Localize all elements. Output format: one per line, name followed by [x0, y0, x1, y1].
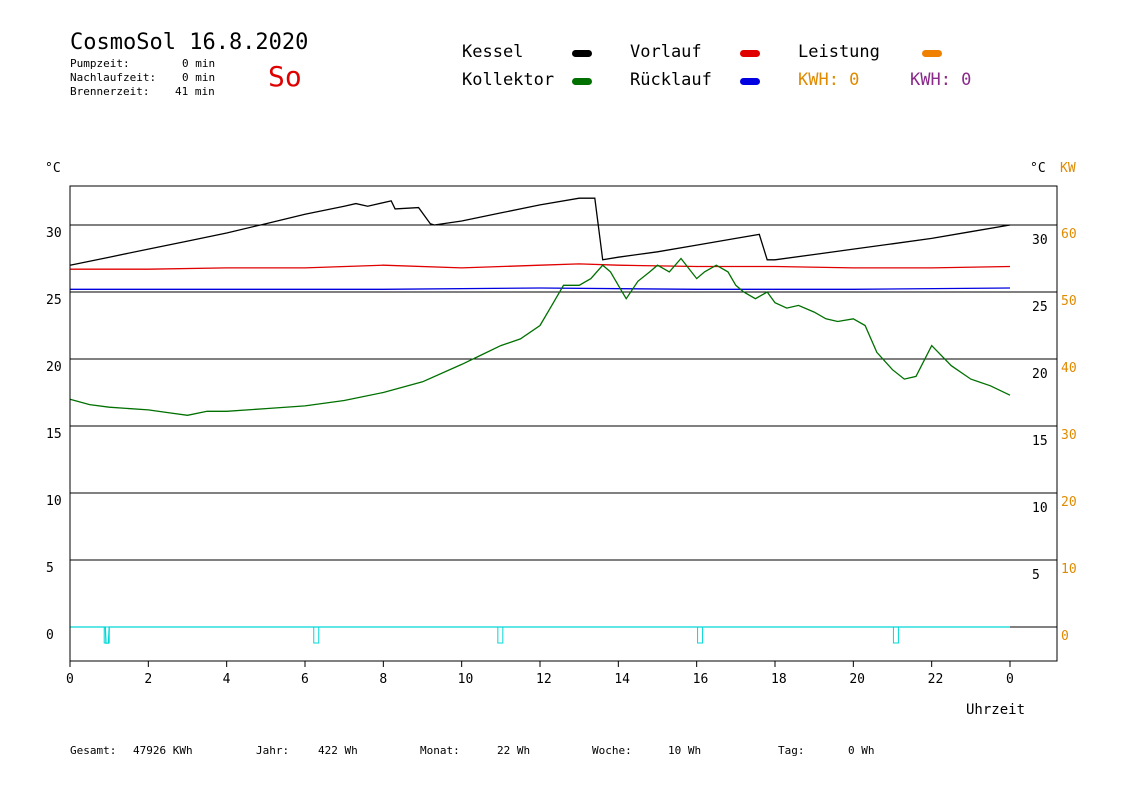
y-axis-unit-kw: KW: [1060, 161, 1076, 176]
footer-gesamt-label: Gesamt:: [70, 744, 117, 757]
y-tick-kw: 10: [1061, 562, 1077, 577]
y-tick-left: 20: [46, 360, 62, 375]
x-tick-label: 14: [614, 672, 630, 687]
legend-vorlauf-label: Vorlauf: [630, 42, 702, 62]
y-tick-right: 5: [1032, 568, 1040, 583]
x-tick-label: 2: [144, 672, 152, 687]
x-tick-label: 16: [693, 672, 709, 687]
x-tick-label: 20: [849, 672, 865, 687]
stat-label-pumpzeit: Pumpzeit:: [70, 57, 130, 70]
x-tick-label: 8: [379, 672, 387, 687]
legend-leistung-label: Leistung: [798, 42, 880, 62]
footer-woche-label: Woche:: [592, 744, 632, 757]
footer-monat-value: 22 Wh: [497, 744, 531, 757]
y-axis-unit-right: °C: [1030, 161, 1046, 176]
leistung-marker: [497, 626, 504, 644]
y-tick-kw: 30: [1061, 428, 1077, 443]
x-tick-label: 6: [301, 672, 309, 687]
series-kollektor: [69, 257, 1011, 416]
y-tick-kw: 0: [1061, 629, 1069, 644]
y-tick-left: 30: [46, 226, 62, 241]
legend-kessel-swatch: [572, 50, 592, 57]
series-lines: [69, 197, 1011, 644]
y-tick-left: 5: [46, 561, 54, 576]
leistung-marker: [892, 626, 899, 644]
y-tick-kw: 20: [1061, 495, 1077, 510]
footer-woche-value: 10 Wh: [668, 744, 702, 757]
series-leistung: [70, 626, 1010, 644]
footer-jahr-value: 422 Wh: [318, 744, 358, 757]
y-tick-kw: 40: [1061, 361, 1077, 376]
legend-kessel-label: Kessel: [462, 42, 524, 62]
legend-ruecklauf-label: Rücklauf: [630, 70, 712, 90]
y-tick-left: 10: [46, 494, 62, 509]
leistung-marker: [313, 626, 320, 644]
legend-kollektor-swatch: [572, 78, 592, 85]
legend-kollektor-label: Kollektor: [462, 70, 555, 90]
y-tick-right: 15: [1032, 434, 1048, 449]
stat-label-nachlaufzeit: Nachlaufzeit:: [70, 71, 157, 84]
x-tick-label: 4: [223, 672, 231, 687]
leistung-marker: [103, 626, 110, 644]
plot-frame: [69, 185, 1058, 662]
stat-value-pumpzeit: 0 min: [182, 57, 216, 70]
footer-gesamt-value: 47926 KWh: [133, 744, 193, 757]
x-tick-label: 0: [66, 672, 74, 687]
y-tick-kw: 50: [1061, 294, 1077, 309]
legend-leistung-swatch: [922, 50, 942, 57]
y-axis-unit-left: °C: [45, 161, 61, 176]
legend-kwh-secondary-label: KWH: 0: [910, 70, 972, 90]
footer-tag-value: 0 Wh: [848, 744, 875, 757]
legend-ruecklauf-swatch: [740, 78, 760, 85]
grid-lines: [69, 224, 1057, 667]
legend-vorlauf-swatch: [740, 50, 760, 57]
footer-tag-label: Tag:: [778, 744, 805, 757]
y-tick-right: 10: [1032, 501, 1048, 516]
leistung-marker: [697, 626, 704, 644]
footer-jahr-label: Jahr:: [256, 744, 290, 757]
x-tick-label: 18: [771, 672, 787, 687]
weekday-label: So: [268, 60, 302, 93]
stat-value-brennerzeit: 41 min: [175, 85, 215, 98]
series-vorlauf: [70, 263, 1011, 270]
footer-monat-label: Monat:: [420, 744, 460, 757]
y-tick-left: 25: [46, 293, 62, 308]
x-tick-label: 0: [1006, 672, 1014, 687]
series-rcklauf: [70, 287, 1011, 290]
y-tick-left: 0: [46, 628, 54, 643]
x-tick-label: 22: [928, 672, 944, 687]
page-title: CosmoSol 16.8.2020: [70, 30, 309, 55]
y-tick-kw: 60: [1061, 227, 1077, 242]
stat-value-nachlaufzeit: 0 min: [182, 71, 216, 84]
y-tick-right: 20: [1032, 367, 1048, 382]
series-kessel: [69, 197, 1011, 266]
stat-label-brennerzeit: Brennerzeit:: [70, 85, 150, 98]
y-tick-right: 25: [1032, 300, 1048, 315]
y-tick-left: 15: [46, 427, 62, 442]
x-tick-label: 12: [536, 672, 552, 687]
legend-kwh-label: KWH: 0: [798, 70, 860, 90]
y-tick-right: 30: [1032, 233, 1048, 248]
x-tick-label: 10: [458, 672, 474, 687]
x-axis-label: Uhrzeit: [966, 702, 1025, 718]
